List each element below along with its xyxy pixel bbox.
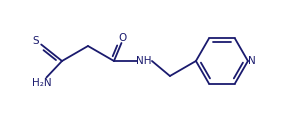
Text: O: O bbox=[118, 33, 127, 43]
Text: S: S bbox=[32, 36, 39, 46]
Text: N: N bbox=[248, 56, 256, 66]
Text: NH: NH bbox=[136, 56, 152, 66]
Text: H₂N: H₂N bbox=[32, 77, 51, 87]
